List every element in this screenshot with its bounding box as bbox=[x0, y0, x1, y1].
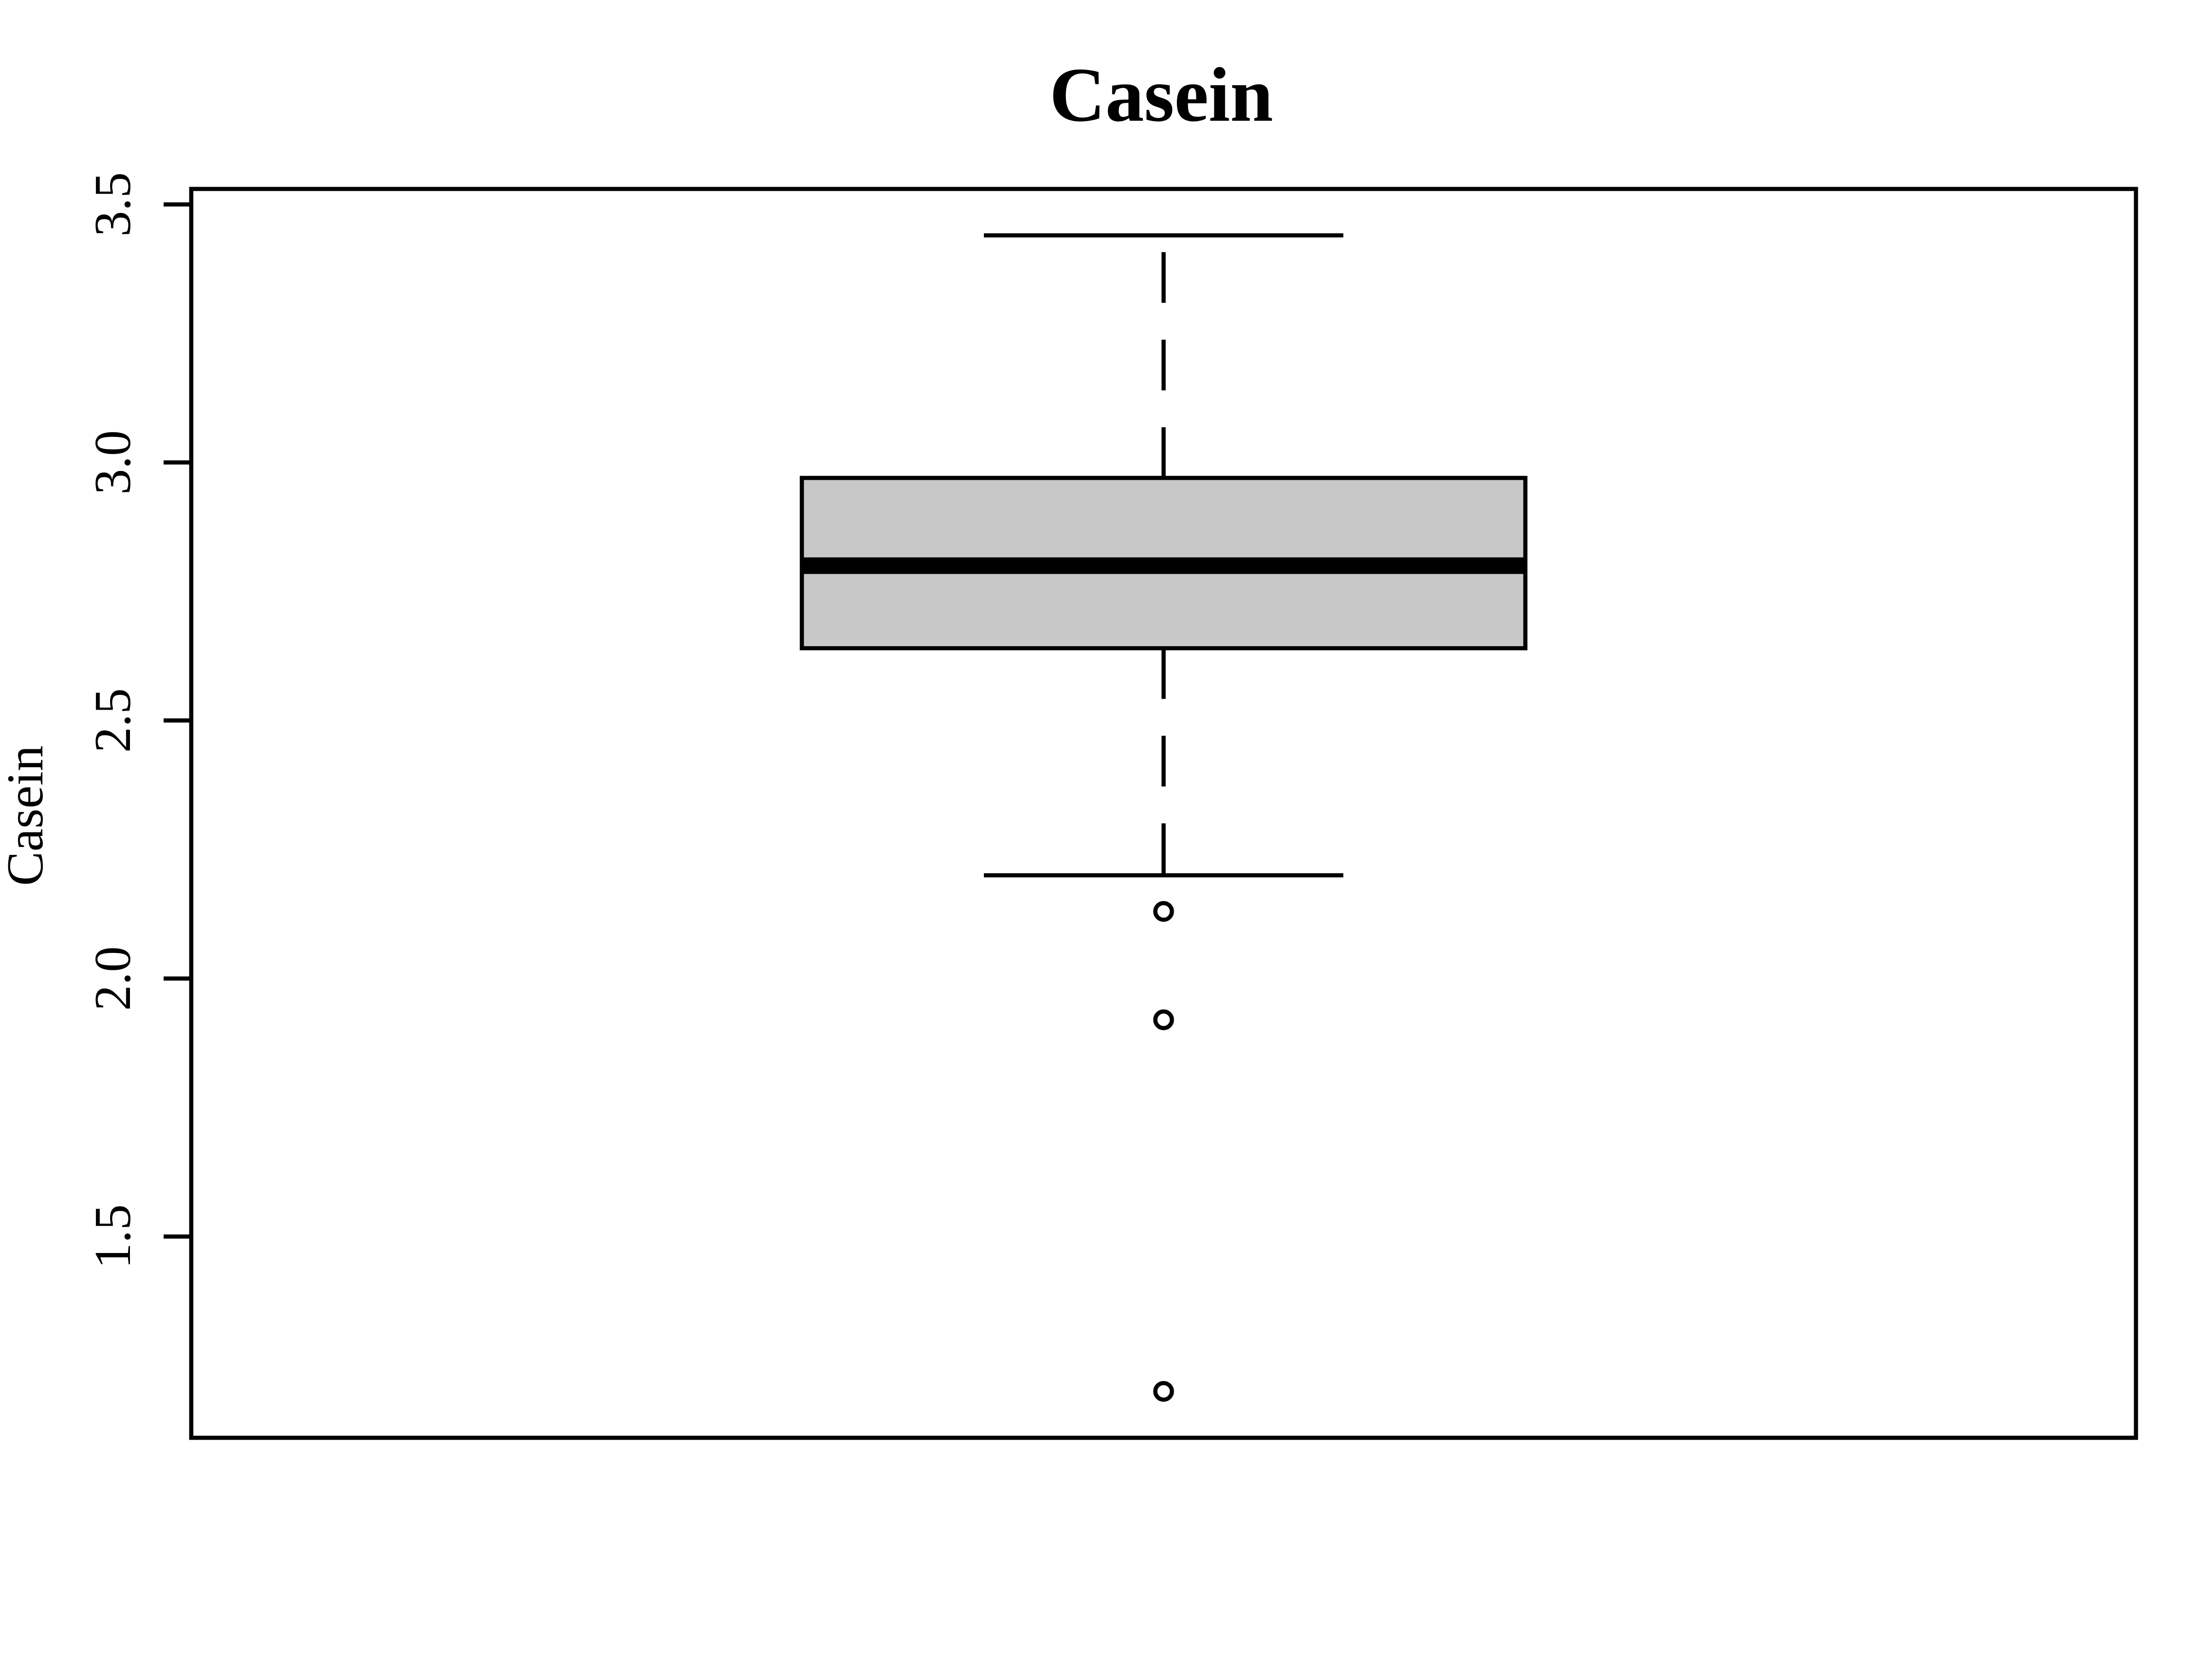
y-tick-label: 1.5 bbox=[84, 1204, 141, 1269]
y-tick-label: 2.0 bbox=[84, 946, 141, 1011]
y-tick-label: 3.5 bbox=[84, 172, 141, 237]
y-tick-label: 2.5 bbox=[84, 688, 141, 753]
boxplot bbox=[800, 233, 1528, 1402]
y-axis-label: Casein bbox=[0, 746, 54, 886]
outlier-point bbox=[1153, 901, 1174, 922]
y-axis: 1.5 2.0 2.5 3.0 3.5 bbox=[84, 172, 194, 1269]
y-tick-label: 3.0 bbox=[84, 430, 141, 495]
outlier-point bbox=[1153, 1009, 1174, 1030]
chart-title: Casein bbox=[1049, 52, 1273, 138]
outlier-point bbox=[1153, 1381, 1174, 1402]
